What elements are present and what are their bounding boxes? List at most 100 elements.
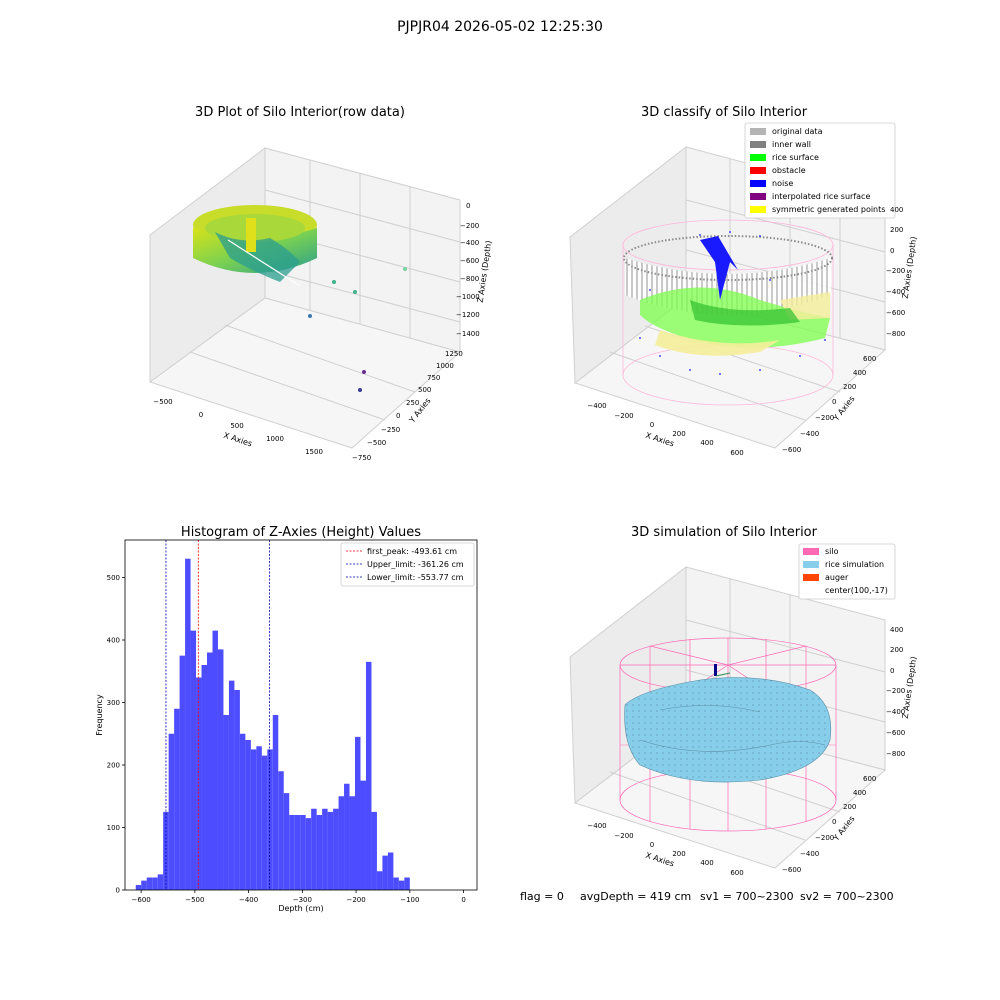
raw-y-tick: 500	[418, 386, 431, 394]
simulation-x-tick: 200	[672, 850, 685, 858]
raw-x-tick: 1500	[305, 448, 323, 456]
classify-z-tick: −800	[886, 330, 905, 338]
simulation-z-tick: 0	[890, 667, 894, 675]
classify-z-tick: −400	[886, 288, 905, 296]
legend-lower-limit: Lower_limit: -553.77 cm	[367, 573, 464, 582]
histogram-bar	[311, 808, 317, 890]
legend-upper-limit: Upper_limit: -361.26 cm	[367, 560, 464, 569]
raw-y-tick: −250	[381, 426, 400, 434]
legend-swatch-auger	[803, 574, 819, 581]
histogram-bars	[135, 558, 410, 890]
classify-y-tick: 0	[832, 398, 836, 406]
classify-z-ticks: 400 200 0 −200 −400 −600 −800	[886, 206, 905, 338]
histogram-bar	[261, 755, 268, 890]
legend-label: obstacle	[772, 166, 806, 175]
histogram-y-tick-label: 400	[107, 637, 120, 645]
auger-marker	[714, 664, 717, 676]
raw-x-tick: 500	[230, 422, 243, 430]
raw-x-tick: −500	[153, 398, 172, 406]
histogram-x-tick-label: −300	[293, 896, 312, 904]
histogram-x-ticks: −600 −500 −400 −300 −200 −100 0	[132, 890, 466, 904]
simulation-y-tick: 200	[843, 803, 856, 811]
simulation-y-tick: 0	[832, 818, 836, 826]
raw-y-tick: 1250	[445, 350, 463, 358]
legend-swatch-silo	[803, 548, 819, 555]
histogram-bar	[344, 783, 350, 890]
sv2-text: sv2 = 700~2300	[800, 890, 894, 903]
classify-legend: original data inner wall rice surface ob…	[744, 122, 896, 219]
simulation-x-ticks: −400 −200 0 200 400 600	[587, 822, 743, 877]
histogram-bar	[272, 715, 279, 890]
histogram-bar	[387, 852, 394, 890]
raw-z-tick: −600	[460, 257, 479, 265]
histogram-bar	[300, 815, 306, 890]
simulation-x-tick: −200	[614, 832, 633, 840]
raw-z-tick: −400	[460, 239, 479, 247]
histogram-bar	[141, 880, 147, 890]
raw-z-ticks: 0 −200 −400 −600 −800 −1000 −1200 −1400	[456, 202, 480, 338]
histogram-bar	[316, 815, 323, 890]
simulation-y-tick: 600	[863, 775, 876, 783]
classify-y-tick: 400	[853, 369, 866, 377]
simulation-z-tick: 200	[890, 646, 903, 654]
simulation-z-tick: −600	[886, 729, 905, 737]
classify-z-tick: 400	[890, 206, 903, 214]
histogram-bar	[398, 880, 405, 890]
simulation-y-ticks: −600 −400 −200 0 200 400 600	[782, 775, 876, 874]
classify-x-label: X Axies	[644, 431, 675, 449]
classify-z-tick: 200	[890, 226, 903, 234]
simulation-x-tick: 600	[730, 869, 743, 877]
flag-text: flag = 0	[520, 890, 564, 903]
histogram-bar	[201, 665, 208, 890]
legend-label: symmetric generated points	[772, 205, 885, 214]
classify-x-ticks: −400 −200 0 200 400 600	[587, 402, 743, 457]
sv1-text: sv1 = 700~2300	[700, 890, 794, 903]
classify-y-tick: 200	[843, 383, 856, 391]
figure-title: PJPJR04 2026-05-02 12:25:30	[397, 19, 603, 35]
histogram-x-tick-label: −200	[346, 896, 365, 904]
histogram-bar	[239, 733, 246, 890]
histogram-bar	[250, 749, 257, 890]
raw-y-tick: −750	[352, 454, 371, 462]
legend-swatch-rice-simulation	[803, 561, 819, 568]
classify-x-tick: 400	[700, 439, 713, 447]
histogram-bar	[174, 708, 180, 890]
histogram-bar	[393, 877, 399, 890]
legend-swatch-symmetric	[750, 206, 766, 213]
histogram-bar	[267, 749, 273, 890]
simulation-z-ticks: 400 200 0 −200 −400 −600 −800	[886, 626, 905, 758]
legend-swatch-interpolated	[750, 193, 766, 200]
legend-label: center(100,-17)	[825, 586, 888, 595]
histogram-bar	[146, 877, 153, 890]
histogram-bar	[338, 796, 345, 890]
histogram-y-tick-label: 100	[107, 824, 120, 832]
raw-chart-title: 3D Plot of Silo Interior(row data)	[195, 105, 405, 120]
legend-first-peak: first_peak: -493.61 cm	[367, 547, 457, 556]
raw-axes-box	[148, 146, 462, 449]
simulation-x-tick: 0	[650, 841, 654, 849]
raw-x-label: X Axies	[222, 431, 253, 449]
histogram-bar	[371, 811, 377, 890]
histogram-bar	[365, 661, 372, 890]
histogram-x-tick-label: −600	[132, 896, 151, 904]
histogram-y-label: Frequency	[95, 694, 104, 736]
raw-y-tick: −500	[367, 439, 386, 447]
raw-y-tick: 750	[427, 374, 440, 382]
histogram-bar	[305, 818, 312, 890]
histogram-bar	[168, 733, 175, 890]
legend-swatch-obstacle	[750, 167, 766, 174]
simulation-z-tick: −400	[886, 708, 905, 716]
histogram-bar	[333, 808, 339, 890]
histogram-legend: first_peak: -493.61 cm Upper_limit: -361…	[340, 542, 475, 587]
raw-z-tick: −1000	[456, 293, 480, 301]
legend-swatch-inner-wall	[750, 141, 766, 148]
histogram-x-label: Depth (cm)	[278, 904, 323, 913]
legend-swatch-noise	[750, 180, 766, 187]
histogram-bar	[256, 746, 262, 890]
classify-y-tick: −400	[800, 430, 819, 438]
raw-z-tick: −1400	[456, 330, 480, 338]
histogram-bar	[360, 780, 366, 890]
classify-x-tick: −400	[587, 402, 606, 410]
classify-y-tick: −200	[815, 414, 834, 422]
